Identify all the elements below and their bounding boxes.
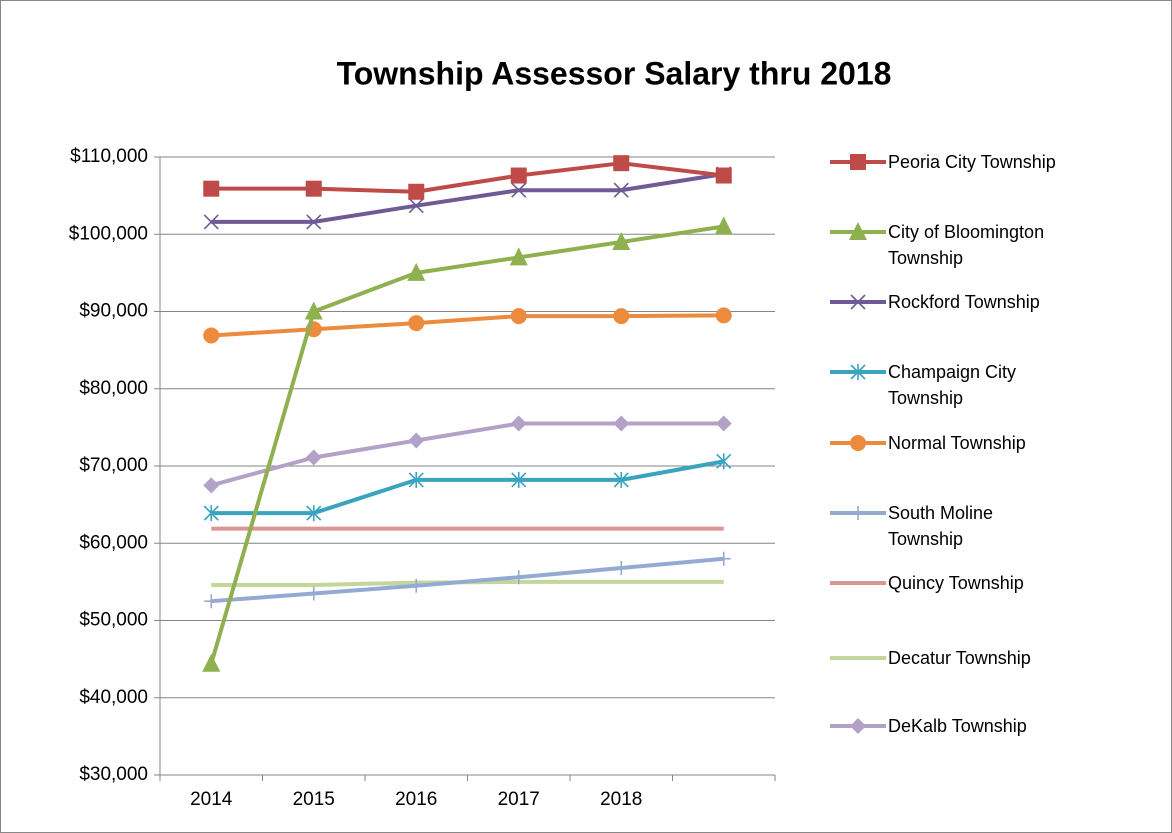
data-point [715,415,732,432]
data-point [203,180,220,197]
legend-label: Normal Township [888,433,1026,453]
data-point [203,505,219,522]
series-line [211,313,724,338]
series-line [211,172,725,224]
data-point [613,308,630,325]
legend-marker [850,154,866,170]
data-point [612,231,631,250]
data-point [511,471,527,488]
y-tick-label: $90,000 [79,301,148,322]
y-tick-label: $110,000 [70,146,148,167]
data-point [306,214,322,230]
data-point [203,327,220,344]
data-point [306,586,321,601]
legend-label: City of Bloomington Township [888,222,1045,268]
data-point [408,315,425,332]
data-point [304,301,323,320]
data-point [613,155,630,172]
series-line [209,224,725,665]
data-point [716,453,732,470]
x-tick-label: 2015 [293,789,335,810]
x-tick-label: 2016 [395,789,437,810]
legend-marker [850,364,866,380]
series-line [210,421,724,488]
y-tick-label: $40,000 [79,687,148,708]
data-point [510,167,527,184]
data-point [306,505,322,522]
data-point [203,477,220,494]
data-point [613,471,629,488]
data-point [408,198,424,214]
legend-label: Champaign City Township [888,362,1017,408]
data-point [715,307,732,324]
legend-label: DeKalb Township [888,716,1027,736]
data-point [715,167,732,184]
data-point [510,415,527,432]
data-point [613,182,629,198]
legend-label: South Moline Township [888,503,994,549]
chart-title: Township Assessor Salary thru 2018 [337,55,892,91]
legend-label: Decatur Township [888,648,1031,668]
y-tick-label: $30,000 [79,764,148,785]
data-point [714,216,733,235]
y-tick-label: $50,000 [79,610,148,631]
legend-marker [850,294,866,310]
data-point [614,560,629,575]
legend-marker [851,506,865,520]
data-point [509,247,528,266]
y-tick-label: $60,000 [79,532,148,553]
data-point [203,214,219,230]
data-point [510,308,527,325]
series-line [211,161,724,194]
x-tick-label: 2017 [498,789,540,810]
data-point [511,182,527,198]
y-tick-label: $70,000 [79,455,148,476]
legend-marker [850,718,866,734]
legend-marker [850,435,866,451]
y-tick-label: $80,000 [79,378,148,399]
data-point [408,183,425,200]
data-point [305,180,322,197]
legend-label: Quincy Township [888,573,1024,593]
x-tick-label: 2018 [600,789,642,810]
data-point [408,471,424,488]
y-tick-label: $100,000 [69,223,148,244]
data-point [511,570,526,585]
data-point [408,432,425,449]
series-line [211,459,725,516]
data-point [407,262,426,281]
legend-label: Peoria City Township [888,152,1056,172]
x-tick-label: 2014 [190,789,233,810]
data-point [204,594,219,609]
data-point [202,653,221,672]
data-point [409,578,424,593]
series-line [211,556,724,604]
legend-marker [849,222,867,240]
data-point [716,551,731,566]
data-point [305,449,322,466]
data-point [613,415,630,432]
legend-label: Rockford Township [888,292,1040,312]
